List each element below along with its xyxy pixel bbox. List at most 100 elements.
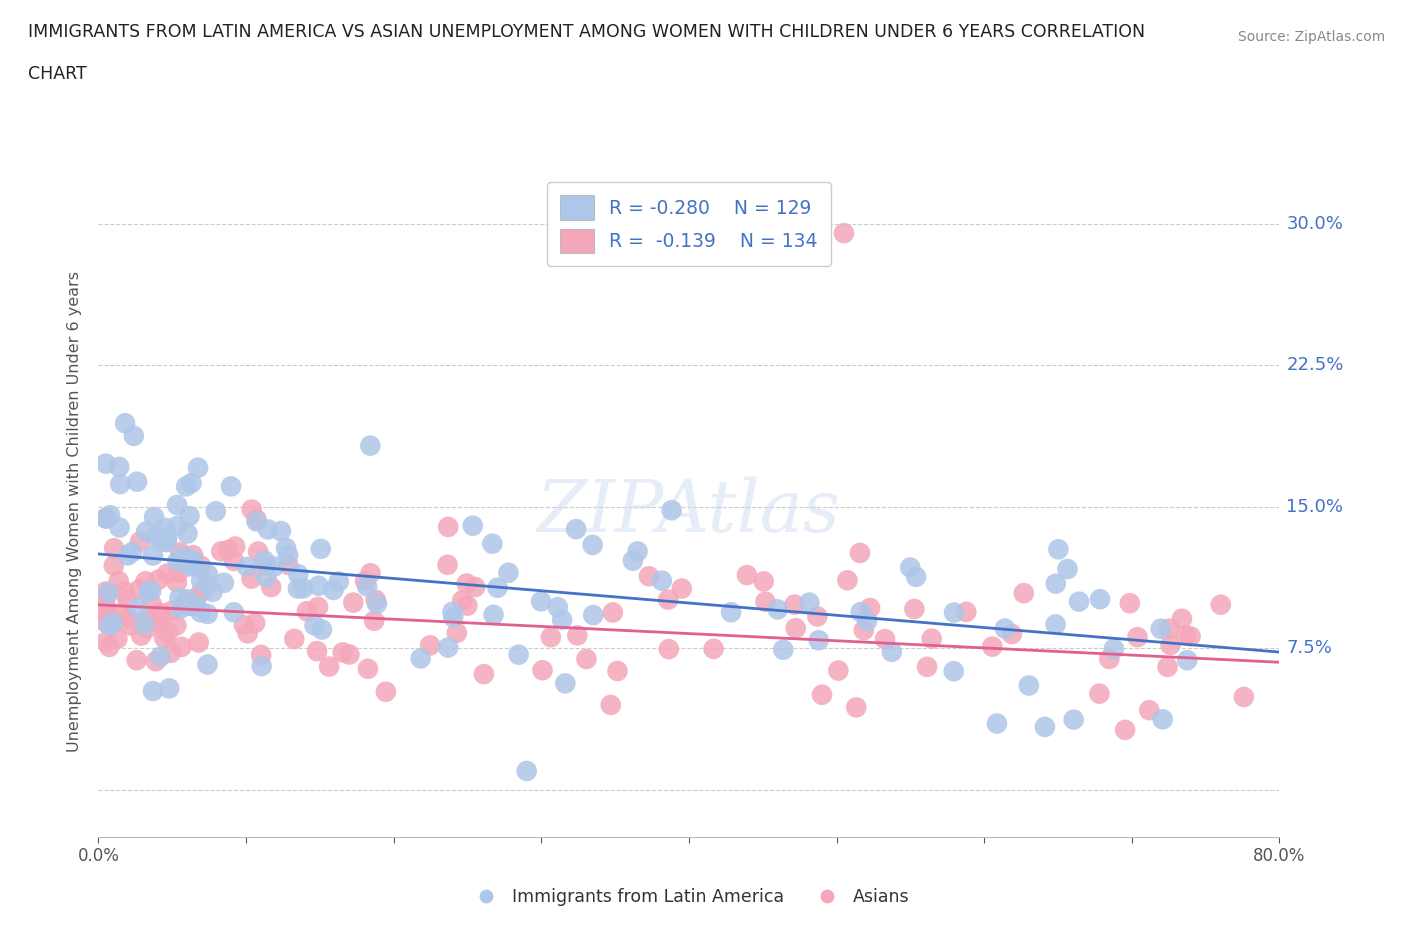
Point <box>179 509 201 524</box>
Point <box>134 617 156 631</box>
Point <box>436 557 458 572</box>
Point <box>363 613 385 628</box>
Point <box>441 610 464 625</box>
Point <box>845 700 868 715</box>
Point <box>811 687 834 702</box>
Point <box>145 654 167 669</box>
Point <box>277 557 299 572</box>
Point <box>111 605 134 620</box>
Point <box>1018 678 1040 693</box>
Point <box>277 548 299 563</box>
Point <box>103 541 125 556</box>
Point <box>1171 611 1194 626</box>
Point <box>530 594 553 609</box>
Point <box>827 663 849 678</box>
Point <box>183 558 205 573</box>
Point <box>661 503 683 518</box>
Text: ZIPAtlas: ZIPAtlas <box>537 476 841 547</box>
Point <box>257 522 280 537</box>
Point <box>354 574 377 589</box>
Point <box>149 649 172 664</box>
Point <box>94 599 117 614</box>
Point <box>986 716 1008 731</box>
Point <box>108 459 131 474</box>
Point <box>621 553 644 568</box>
Point <box>201 584 224 599</box>
Point <box>156 626 179 641</box>
Point <box>1047 542 1070 557</box>
Point <box>166 575 188 590</box>
Point <box>456 576 478 591</box>
Point <box>250 658 273 673</box>
Point <box>1175 653 1198 668</box>
Point <box>173 549 195 564</box>
Point <box>135 574 157 589</box>
Point <box>166 498 188 512</box>
Point <box>98 618 121 632</box>
Point <box>955 604 977 619</box>
Text: 30.0%: 30.0% <box>1286 215 1343 232</box>
Point <box>366 596 388 611</box>
Point <box>1159 637 1181 652</box>
Point <box>98 640 121 655</box>
Point <box>307 600 329 615</box>
Point <box>157 681 180 696</box>
Point <box>240 502 263 517</box>
Point <box>1150 621 1173 636</box>
Point <box>96 511 118 525</box>
Point <box>142 548 165 563</box>
Point <box>141 584 163 599</box>
Point <box>114 416 136 431</box>
Point <box>575 652 598 667</box>
Point <box>118 618 141 633</box>
Point <box>224 539 246 554</box>
Point <box>135 611 157 626</box>
Point <box>155 521 177 536</box>
Point <box>159 645 181 660</box>
Point <box>204 504 226 519</box>
Point <box>409 651 432 666</box>
Point <box>551 612 574 627</box>
Point <box>1156 659 1178 674</box>
Point <box>169 601 191 616</box>
Point <box>256 558 278 573</box>
Point <box>243 616 266 631</box>
Point <box>94 634 117 649</box>
Point <box>125 474 148 489</box>
Point <box>254 570 277 585</box>
Point <box>117 592 139 607</box>
Point <box>295 604 318 618</box>
Point <box>1119 596 1142 611</box>
Point <box>98 508 121 523</box>
Point <box>322 582 344 597</box>
Point <box>190 574 212 589</box>
Point <box>437 520 460 535</box>
Point <box>374 684 396 699</box>
Point <box>197 658 219 672</box>
Text: IMMIGRANTS FROM LATIN AMERICA VS ASIAN UNEMPLOYMENT AMONG WOMEN WITH CHILDREN UN: IMMIGRANTS FROM LATIN AMERICA VS ASIAN U… <box>28 23 1146 41</box>
Point <box>942 664 965 679</box>
Point <box>599 698 621 712</box>
Point <box>606 664 628 679</box>
Point <box>197 606 219 621</box>
Point <box>658 642 681 657</box>
Text: Source: ZipAtlas.com: Source: ZipAtlas.com <box>1237 30 1385 44</box>
Point <box>657 592 679 607</box>
Y-axis label: Unemployment Among Women with Children Under 6 years: Unemployment Among Women with Children U… <box>67 271 83 752</box>
Point <box>169 545 191 560</box>
Point <box>274 540 297 555</box>
Point <box>149 605 172 620</box>
Point <box>456 598 478 613</box>
Point <box>581 538 603 552</box>
Point <box>141 596 163 611</box>
Point <box>305 644 328 658</box>
Point <box>437 640 460 655</box>
Point <box>1056 562 1078 577</box>
Point <box>446 625 468 640</box>
Point <box>222 604 245 619</box>
Point <box>357 661 380 676</box>
Point <box>339 647 361 662</box>
Point <box>638 569 661 584</box>
Point <box>105 631 128 646</box>
Point <box>567 628 589 643</box>
